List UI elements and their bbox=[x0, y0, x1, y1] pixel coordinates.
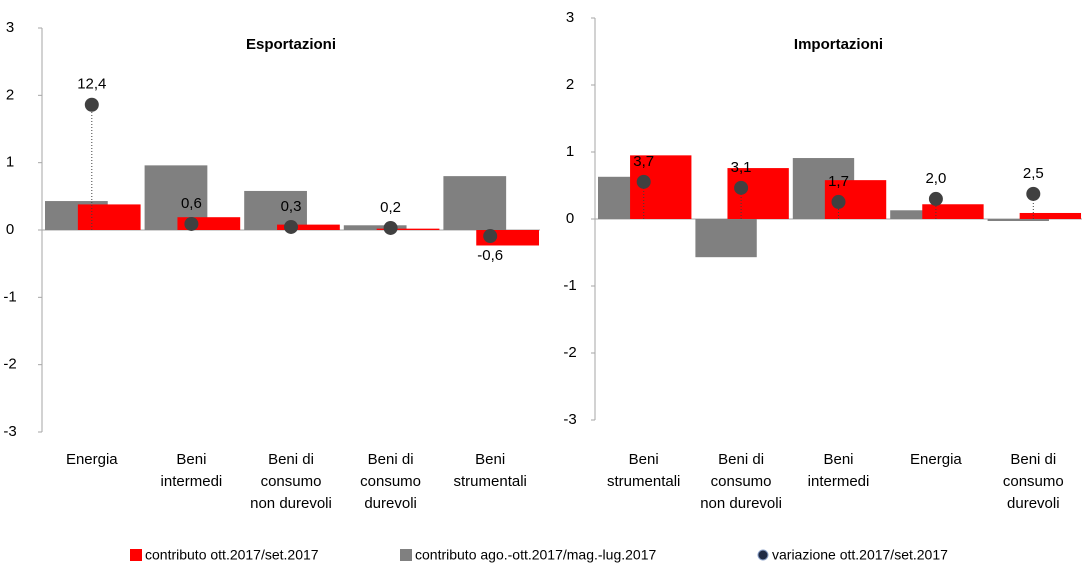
x-tick-label-line: Beni di bbox=[718, 451, 764, 468]
x-tick-label-line: intermedi bbox=[161, 473, 223, 490]
bar bbox=[443, 176, 507, 230]
chart-title: Importazioni bbox=[794, 36, 883, 53]
y-tick-label: -1 bbox=[563, 277, 576, 294]
dot bbox=[1026, 186, 1041, 201]
legend-label: contributo ott.2017/set.2017 bbox=[145, 547, 319, 563]
value-label: 12,4 bbox=[77, 76, 106, 93]
dot bbox=[831, 194, 846, 209]
y-tick-label: 1 bbox=[566, 143, 574, 160]
value-label: -0,6 bbox=[477, 247, 503, 264]
bar bbox=[277, 224, 340, 230]
x-tick-label: Beni intermedi bbox=[161, 451, 223, 490]
x-tick-label-line: strumentali bbox=[454, 473, 527, 490]
dot bbox=[636, 174, 651, 189]
value-label: 0,3 bbox=[281, 198, 302, 215]
bar bbox=[376, 228, 440, 230]
x-tick-label: Beni strumentali bbox=[454, 451, 527, 490]
bar bbox=[1019, 212, 1082, 219]
y-tick-label: -3 bbox=[3, 423, 16, 440]
value-label: 0,2 bbox=[380, 199, 401, 216]
bar bbox=[922, 204, 984, 219]
x-tick-label: Energia bbox=[910, 451, 962, 468]
y-tick-label: -2 bbox=[3, 356, 16, 373]
x-tick-label-line: Energia bbox=[910, 451, 962, 468]
dot bbox=[84, 97, 99, 112]
x-tick-label-line: Beni di bbox=[368, 451, 414, 468]
x-tick-label-line: non durevoli bbox=[700, 495, 782, 512]
x-tick-label-line: Beni bbox=[823, 451, 853, 468]
dot bbox=[284, 219, 298, 234]
bar bbox=[890, 210, 952, 219]
legend-swatch bbox=[400, 549, 412, 561]
y-tick-label: 0 bbox=[6, 221, 14, 238]
y-tick-label: 1 bbox=[6, 154, 14, 171]
y-tick-label: -3 bbox=[563, 411, 576, 428]
y-tick-label: 2 bbox=[566, 76, 574, 93]
value-label: 2,5 bbox=[1023, 165, 1044, 182]
dot bbox=[928, 191, 943, 206]
x-tick-label: Beni di consumo non durevoli bbox=[700, 451, 782, 512]
y-tick-label: 3 bbox=[6, 19, 14, 36]
x-tick-label: Beni strumentali bbox=[607, 451, 680, 490]
value-label: 3,1 bbox=[731, 159, 752, 176]
x-tick-label-line: Beni di bbox=[268, 451, 314, 468]
x-tick-label-line: Beni bbox=[176, 451, 206, 468]
dot bbox=[734, 180, 749, 195]
dot bbox=[383, 220, 398, 235]
x-tick-label: Beni di consumo durevoli bbox=[1003, 451, 1064, 512]
y-tick-label: -2 bbox=[563, 344, 576, 361]
y-tick-label: -1 bbox=[3, 288, 16, 305]
x-tick-label-line: consumo bbox=[360, 473, 421, 490]
value-label: 3,7 bbox=[633, 153, 654, 170]
x-tick-label: Beni di consumo non durevoli bbox=[250, 451, 332, 512]
legend-label: variazione ott.2017/set.2017 bbox=[772, 547, 948, 563]
x-tick-label-line: non durevoli bbox=[250, 495, 332, 512]
x-tick-label-line: consumo bbox=[711, 473, 772, 490]
x-tick-label-line: strumentali bbox=[607, 473, 680, 490]
legend-label: contributo ago.-ott.2017/mag.-lug.2017 bbox=[415, 547, 656, 563]
x-tick-label-line: durevoli bbox=[1007, 495, 1060, 512]
y-tick-label: 3 bbox=[566, 9, 574, 26]
chart-title: Esportazioni bbox=[246, 36, 336, 53]
legend-swatch bbox=[757, 549, 769, 561]
x-tick-label-line: consumo bbox=[261, 473, 322, 490]
dot bbox=[184, 216, 199, 231]
bar bbox=[987, 219, 1049, 222]
x-tick-label-line: Beni bbox=[629, 451, 659, 468]
value-label: 2,0 bbox=[925, 170, 946, 187]
x-tick-label-line: Energia bbox=[66, 451, 118, 468]
bar bbox=[343, 225, 407, 230]
x-tick-label-line: intermedi bbox=[808, 473, 870, 490]
x-tick-label-line: consumo bbox=[1003, 473, 1064, 490]
x-tick-label-line: Beni di bbox=[1010, 451, 1056, 468]
x-tick-label: Energia bbox=[66, 451, 118, 468]
y-tick-label: 2 bbox=[6, 86, 14, 103]
bar bbox=[77, 204, 141, 230]
dot bbox=[483, 229, 498, 244]
x-tick-label: Beni intermedi bbox=[808, 451, 870, 490]
x-tick-label: Beni di consumo durevoli bbox=[360, 451, 421, 512]
value-label: 1,7 bbox=[828, 173, 849, 190]
legend-swatch bbox=[130, 549, 142, 561]
x-tick-label-line: Beni bbox=[475, 451, 505, 468]
x-tick-label-line: durevoli bbox=[364, 495, 417, 512]
y-tick-label: 0 bbox=[566, 210, 574, 227]
bar bbox=[695, 219, 757, 258]
value-label: 0,6 bbox=[181, 195, 202, 212]
